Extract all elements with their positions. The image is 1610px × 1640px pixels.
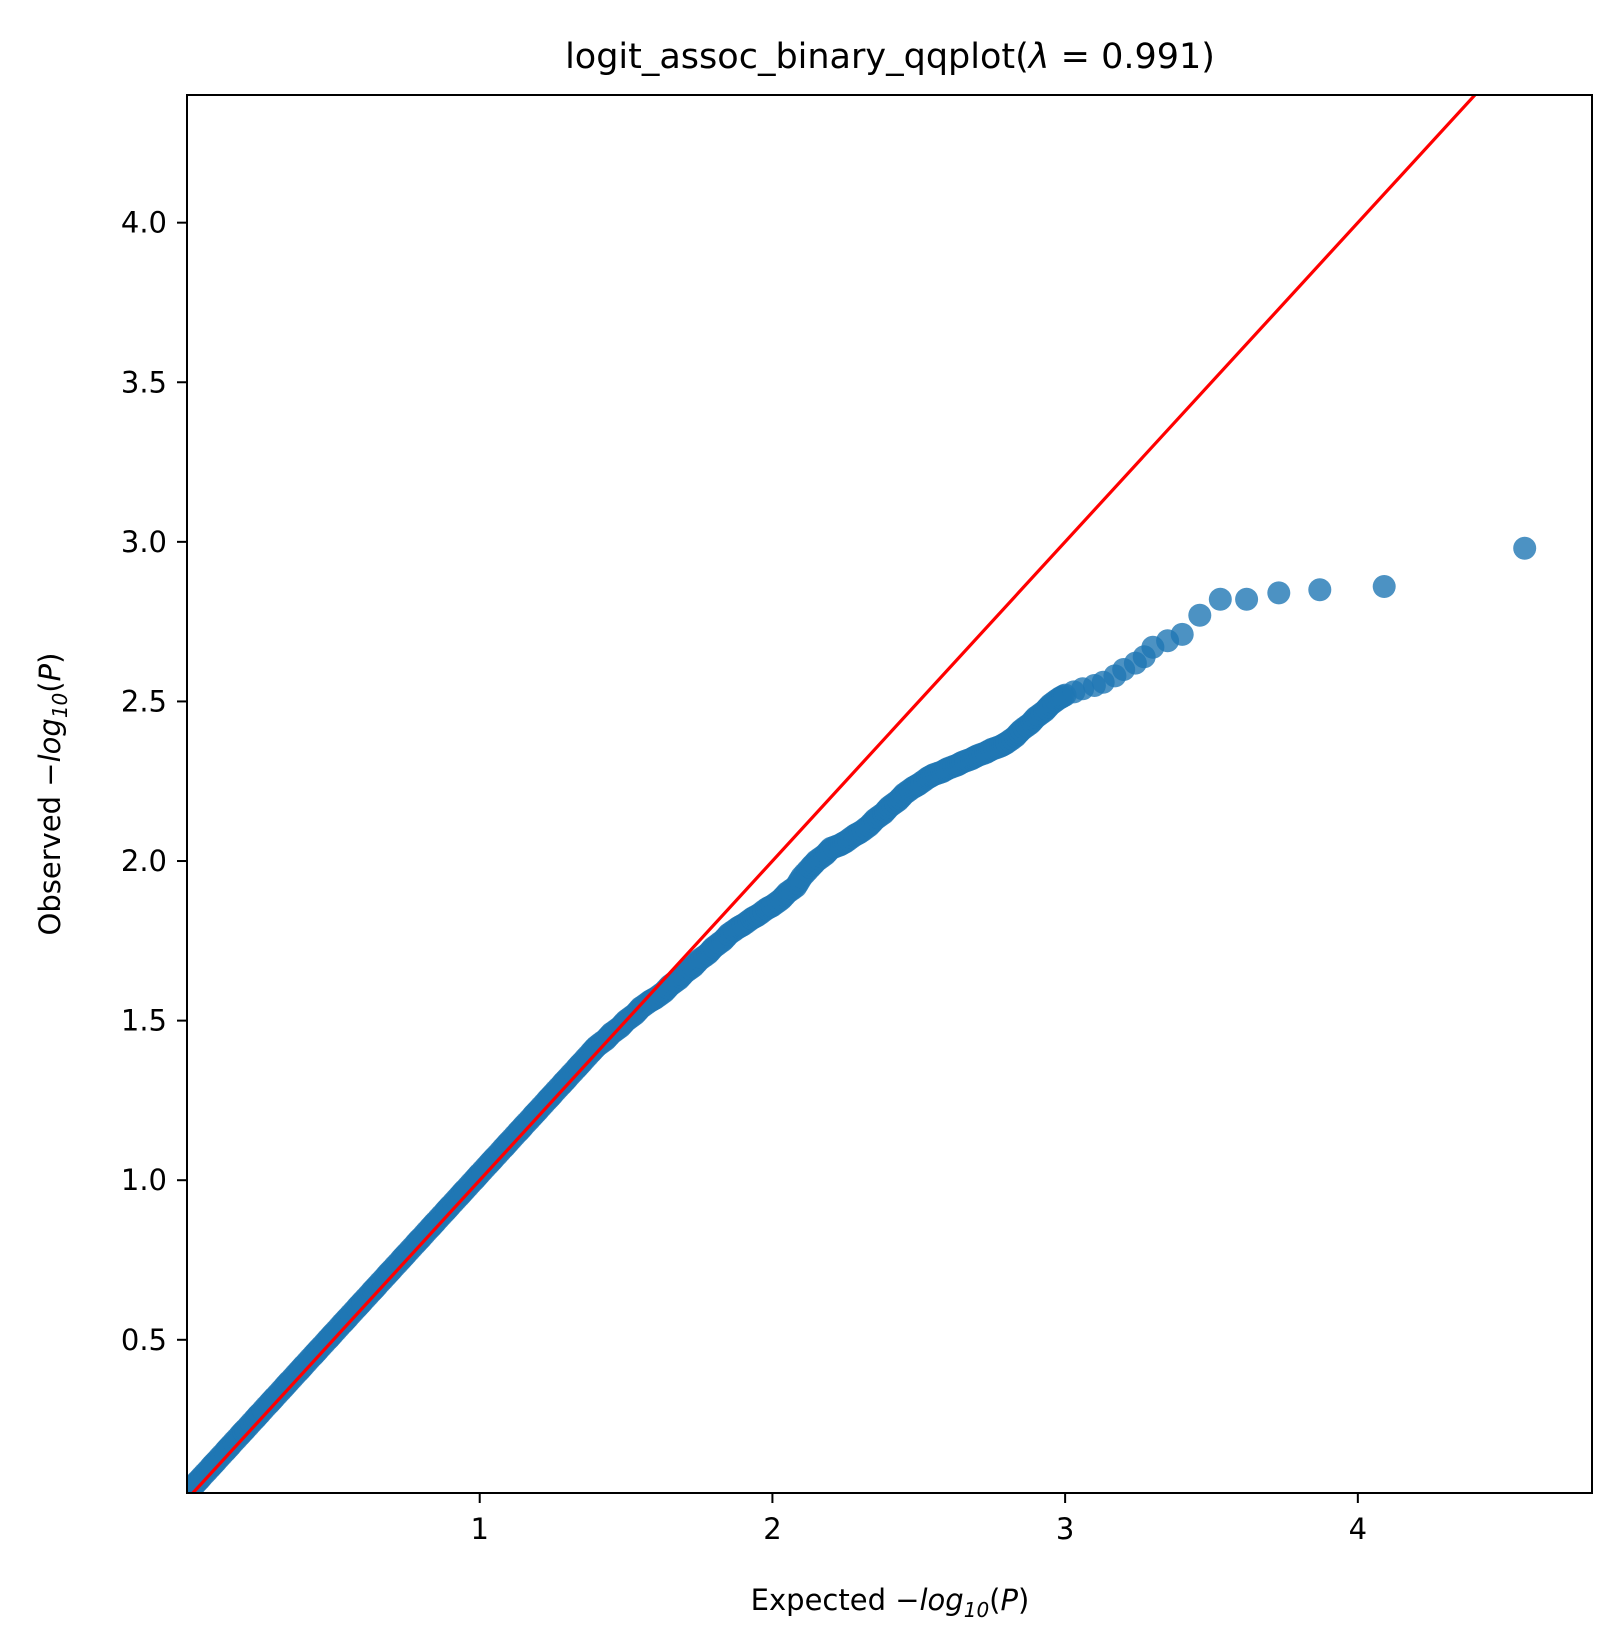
x-tick-label: 1 xyxy=(470,1512,488,1546)
data-points xyxy=(187,536,1537,1493)
chart-title: logit_assoc_binary_qqplot(λ = 0.991) xyxy=(565,37,1215,77)
y-tick-label: 4.0 xyxy=(121,206,167,240)
data-point xyxy=(1513,536,1537,560)
y-axis-ticks: 0.5 1.0 1.5 2.0 2.5 3.0 3.5 4.0 xyxy=(121,206,187,1357)
data-point xyxy=(1208,587,1232,611)
x-axis-ticks: 1 2 3 4 xyxy=(470,1493,1367,1546)
y-tick-label: 1.0 xyxy=(121,1163,167,1197)
x-tick-label: 4 xyxy=(1349,1512,1367,1546)
x-axis-label: Expected −log10(P) xyxy=(751,1583,1030,1622)
y-tick-label: 0.5 xyxy=(121,1323,167,1357)
data-point xyxy=(1170,622,1194,646)
x-tick-label: 2 xyxy=(763,1512,781,1546)
y-tick-label: 2.0 xyxy=(121,844,167,878)
plot-frame xyxy=(186,94,1593,1494)
data-point xyxy=(1235,587,1259,611)
y-axis-label: Observed −log10(P) xyxy=(33,653,72,936)
y-tick-label: 3.5 xyxy=(121,365,167,399)
data-point xyxy=(1372,575,1396,598)
reference-line xyxy=(190,95,1478,1493)
x-tick-label: 3 xyxy=(1056,1512,1074,1546)
data-point xyxy=(1308,578,1332,602)
y-tick-label: 1.5 xyxy=(121,1004,167,1038)
y-tick-label: 3.0 xyxy=(121,525,167,559)
data-point xyxy=(1188,603,1212,627)
y-tick-label: 2.5 xyxy=(121,684,167,718)
data-point xyxy=(1267,581,1291,605)
